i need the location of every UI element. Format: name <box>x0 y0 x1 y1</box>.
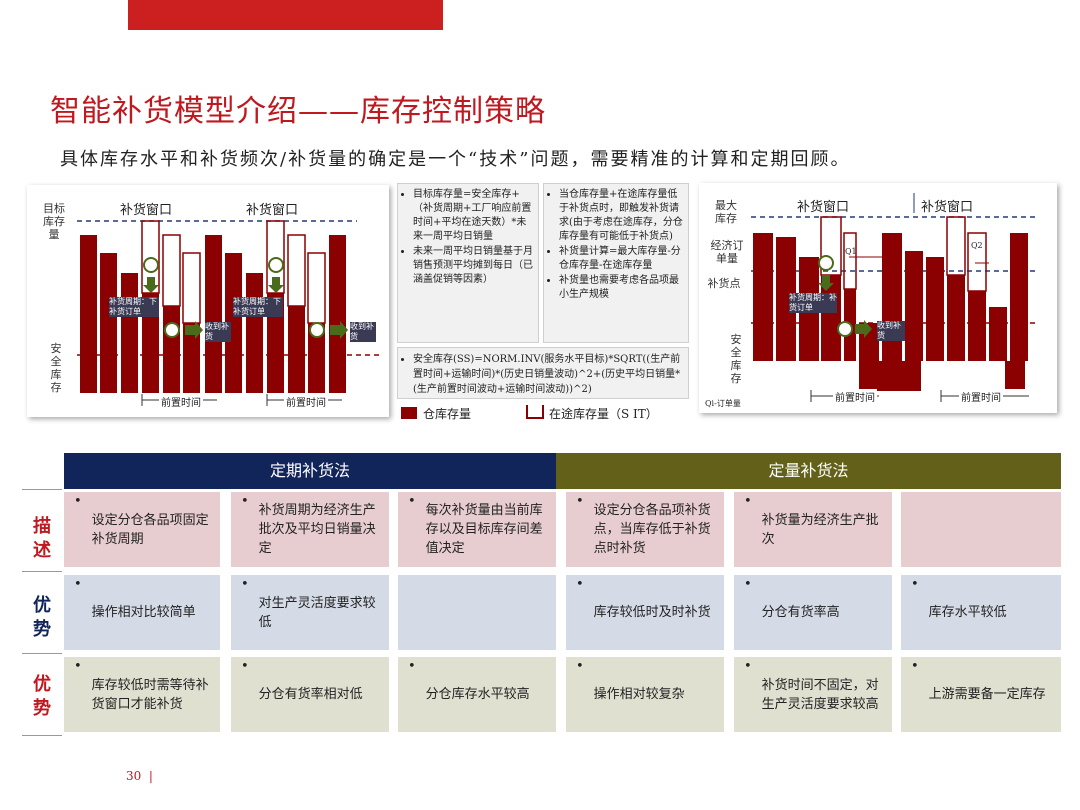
reorder-point-item: 当仓库存量+在途库存量低于补货点时，即触发补货请求(由于考虑在途库存，分仓库存量… <box>559 188 683 244</box>
safety-stock-label: 安全库存 <box>50 342 62 394</box>
table-cell: • 补货量为经济生产批次 <box>734 492 892 567</box>
target-inventory-label: 目标库存量 <box>43 202 65 241</box>
table-cell: • 库存较低时及时补货 <box>566 575 724 650</box>
table-cell: • 分仓库存水平较高 <box>398 657 556 732</box>
right-safety-stock-label: 安全库存 <box>730 333 742 385</box>
table-cell: • 分仓有货率相对低 <box>231 657 389 732</box>
table-cell: • 库存较低时需等待补货窗口才能补货 <box>64 657 220 732</box>
top-accent-bar <box>128 0 443 30</box>
periodic-method-header: 定期补货法 <box>64 453 556 489</box>
table-cell: • 分仓有货率高 <box>734 575 892 650</box>
table-cell: • 库存水平较低 <box>901 575 1061 650</box>
lead-time-label-1: 前置时间 <box>159 394 203 409</box>
row-divider <box>22 653 62 654</box>
cycle-note-2: 补货周期：下补货订单 <box>233 297 283 317</box>
row-divider <box>22 489 62 490</box>
safety-stock-formula-box: 安全库存(SS)=NORM.INV(服务水平目标)*SQRT((生产前置时间+运… <box>397 347 689 399</box>
quantity-chart-svg <box>751 193 1039 402</box>
row-label-advantage-2: 优势 <box>33 674 51 719</box>
table-cell: • 设定分仓各品项补货点，当库存低于补货点时补货 <box>566 492 724 567</box>
table-cell: • 设定分仓各品项固定补货周期 <box>64 492 220 567</box>
reorder-point-list: 当仓库存量+在途库存量低于补货点时，即触发补货请求(由于考虑在途库存，分仓库存量… <box>549 188 683 302</box>
target-inventory-list: 目标库存量=安全库存+（补货周期+工厂响应前置时间+平均在途天数）*未来一周平均… <box>403 188 533 287</box>
table-cell: • 补货周期为经济生产批次及平均日销量决定 <box>231 492 389 567</box>
right-window-label-1: 补货窗口 <box>797 200 850 215</box>
q1-label: Q1 <box>845 247 857 256</box>
row-label-advantage: 优势 <box>33 595 51 640</box>
periodic-chart-svg <box>77 220 382 406</box>
receive-note-2: 收到补货 <box>350 322 376 342</box>
reorder-point-item: 补货量计算=最大库存量-分仓库存量-在途库存量 <box>559 245 683 273</box>
right-lead-time-2: 前置时间 <box>959 389 1003 404</box>
eoq-label: 经济订单量 <box>710 239 744 265</box>
reorder-point-box: 当仓库存量+在途库存量低于补货点时，即触发补货请求(由于考虑在途库存，分仓库存量… <box>543 183 689 343</box>
legend-warehouse-swatch <box>401 407 417 419</box>
right-window-label-2: 补货窗口 <box>921 200 974 215</box>
safety-stock-formula: 安全库存(SS)=NORM.INV(服务水平目标)*SQRT((生产前置时间+运… <box>413 352 683 397</box>
qi-note: Qi-订单量 <box>705 399 741 408</box>
lead-time-label-2: 前置时间 <box>284 394 328 409</box>
table-cell: • 上游需要备一定库存 <box>901 657 1061 732</box>
replenish-window-label-2: 补货窗口 <box>246 203 299 218</box>
periodic-inventory-chart: 目标库存量 安全库存 补货窗口 补货窗口 前置时间 前置时间 补货周期：下补货订… <box>27 185 389 417</box>
table-cell: • 补货时间不固定，对生产灵活度要求较高 <box>734 657 892 732</box>
page-subtitle: 具体库存水平和补货频次/补货量的确定是一个“技术”问题，需要精准的计算和定期回顾… <box>60 149 851 170</box>
table-cell: • 操作相对比较简单 <box>64 575 220 650</box>
legend-transit-label: 在途库存量（S IT） <box>549 407 658 421</box>
table-cell <box>398 575 556 650</box>
q2-label: Q2 <box>971 241 983 250</box>
legend-transit-swatch <box>526 405 544 419</box>
page-number: 30 | <box>126 769 153 783</box>
row-divider <box>22 571 62 572</box>
target-inventory-box: 目标库存量=安全库存+（补货周期+工厂响应前置时间+平均在途天数）*未来一周平均… <box>397 183 539 343</box>
max-inventory-label: 最大库存 <box>715 199 737 225</box>
table-cell <box>901 492 1061 567</box>
table-cell: • 操作相对较复杂 <box>566 657 724 732</box>
quantity-method-header: 定量补货法 <box>556 453 1061 489</box>
cycle-note-1: 补货周期：下补货订单 <box>109 297 159 317</box>
page-title: 智能补货模型介绍——库存控制策略 <box>50 94 546 129</box>
table-cell: • 对生产灵活度要求较低 <box>231 575 389 650</box>
table-cell: • 每次补货量由当前库存以及目标库存间差值决定 <box>398 492 556 567</box>
quantity-inventory-chart: 最大库存 经济订单量 补货点 安全库存 补货窗口 补货窗口 前置时间 前置时间 … <box>699 183 1057 413</box>
reorder-point-label: 补货点 <box>707 277 741 290</box>
target-inventory-item: 未来一周平均日销量基于月销售预测平均摊到每日（已涵盖促销等因素） <box>413 245 533 287</box>
target-inventory-item: 目标库存量=安全库存+（补货周期+工厂响应前置时间+平均在途天数）*未来一周平均… <box>413 188 533 244</box>
right-lead-time-1: 前置时间 <box>833 389 877 404</box>
reorder-point-item: 补货量也需要考虑各品项最小生产规模 <box>559 274 683 302</box>
right-receive-note: 收到补货 <box>877 321 905 341</box>
row-label-description: 描述 <box>33 516 51 561</box>
legend-warehouse-label: 仓库存量 <box>423 407 472 421</box>
receive-note-1: 收到补货 <box>205 322 231 342</box>
right-cycle-note: 补货周期：补货订单 <box>789 293 837 313</box>
row-divider <box>22 735 62 736</box>
replenish-window-label-1: 补货窗口 <box>120 203 173 218</box>
